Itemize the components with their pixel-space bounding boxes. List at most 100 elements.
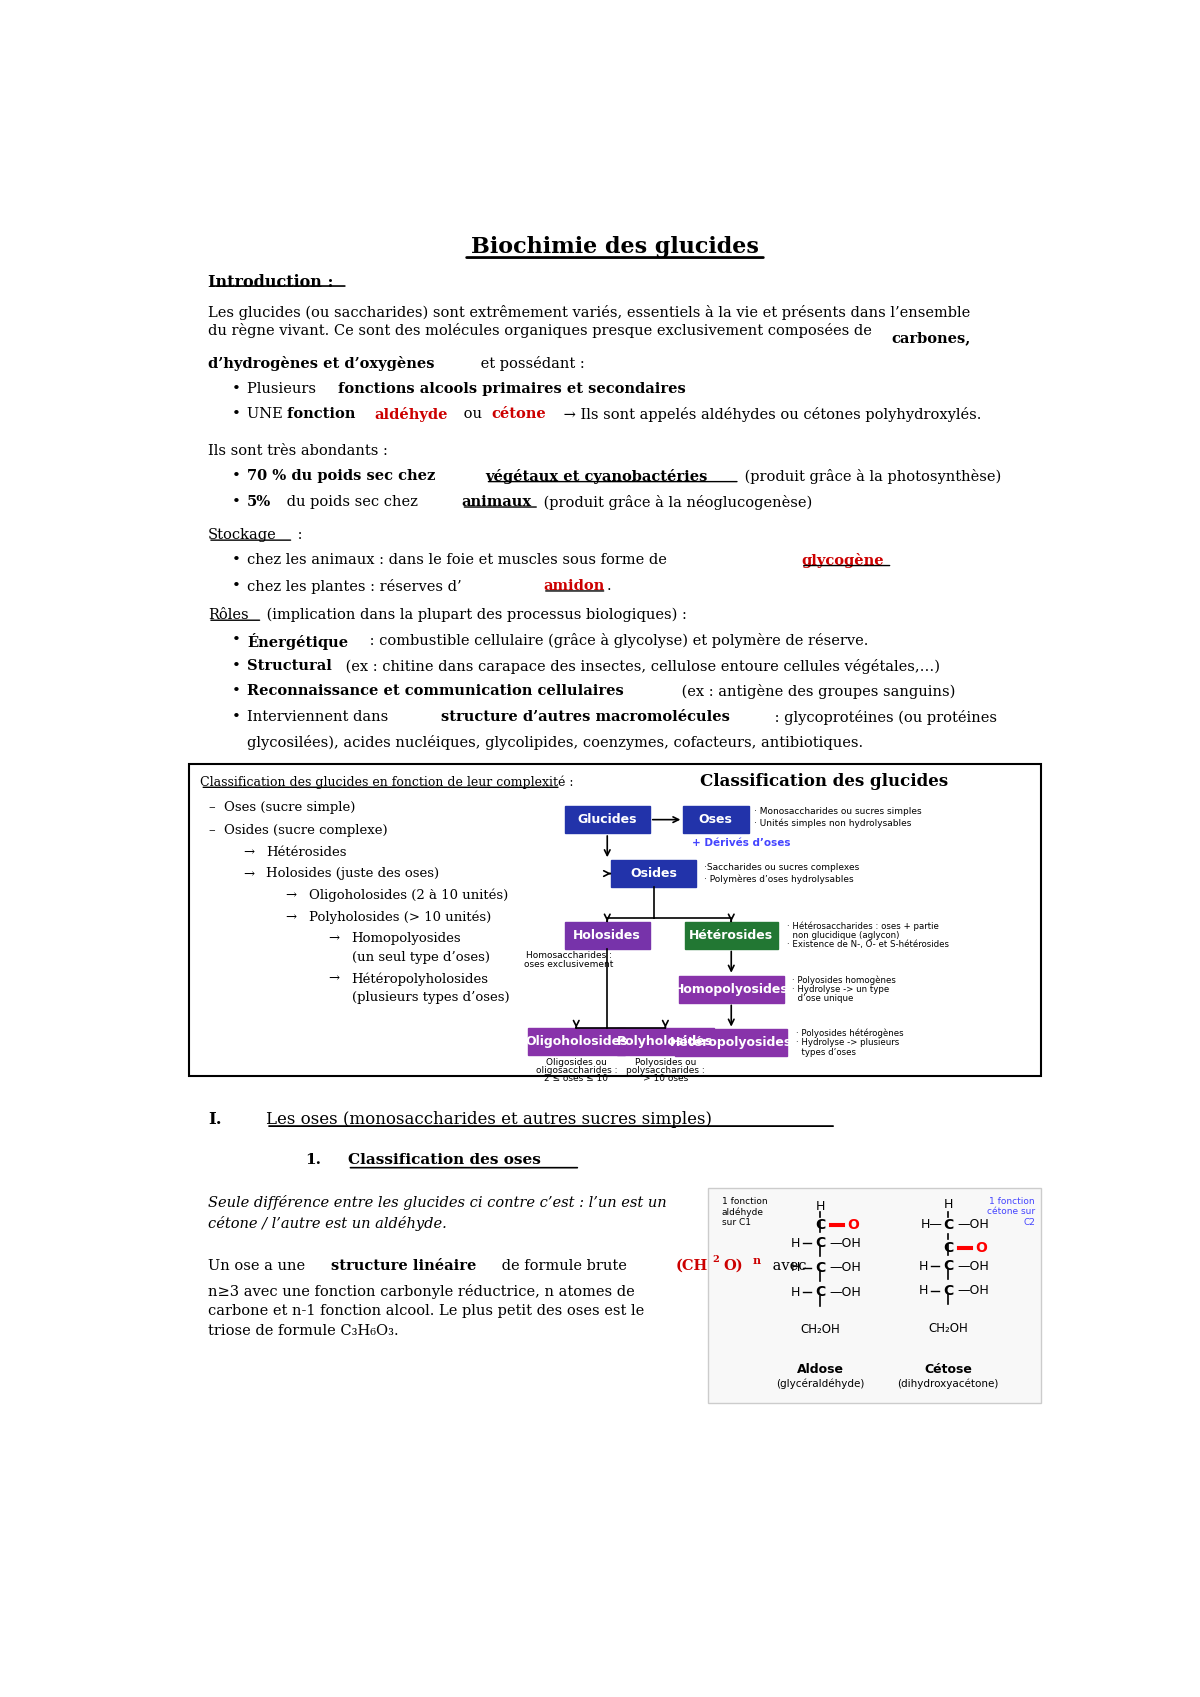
Text: H: H	[919, 1285, 928, 1298]
Text: Stockage: Stockage	[208, 528, 277, 541]
Text: (dihydroxyacétone): (dihydroxyacétone)	[898, 1380, 998, 1390]
Text: structure d’autres macromolécules: structure d’autres macromolécules	[440, 709, 730, 723]
Text: 2: 2	[713, 1256, 720, 1264]
Text: (ex : chitine dans carapace des insectes, cellulose entoure cellules végétales,…: (ex : chitine dans carapace des insectes…	[342, 658, 941, 674]
Text: Homopolyosides: Homopolyosides	[674, 983, 788, 996]
Text: —OH: —OH	[829, 1261, 862, 1274]
Text: •: •	[232, 496, 240, 509]
Bar	[708, 1188, 1042, 1403]
Text: chez les plantes : réserves d’: chez les plantes : réserves d’	[247, 579, 462, 594]
Text: Rôles: Rôles	[208, 608, 248, 621]
Text: (CH: (CH	[676, 1259, 708, 1273]
Text: · Polyosides hétérogènes: · Polyosides hétérogènes	[796, 1028, 904, 1039]
Text: Interviennent dans: Interviennent dans	[247, 709, 392, 723]
Text: (plusieurs types d’oses): (plusieurs types d’oses)	[352, 991, 509, 1003]
Bar	[611, 860, 696, 888]
Text: Hétéropolyholosides: Hétéropolyholosides	[352, 972, 488, 986]
Text: Seule différence entre les glucides ci contre c’est : l’un est un
cétone / l’aut: Seule différence entre les glucides ci c…	[208, 1195, 667, 1232]
Text: –: –	[208, 825, 215, 837]
Bar	[188, 764, 1042, 1076]
Text: (ex : antigène des groupes sanguins): (ex : antigène des groupes sanguins)	[677, 684, 955, 699]
Text: H: H	[791, 1261, 800, 1274]
Text: amidon: amidon	[542, 579, 604, 592]
Text: CH₂OH: CH₂OH	[800, 1324, 840, 1336]
Text: •: •	[232, 553, 240, 567]
Text: · Polyosides homogènes: · Polyosides homogènes	[792, 976, 895, 984]
Text: —OH: —OH	[958, 1259, 989, 1273]
Text: Polyholosides: Polyholosides	[617, 1035, 714, 1049]
Text: O: O	[847, 1218, 859, 1232]
Text: fonction: fonction	[287, 407, 361, 421]
Text: •: •	[232, 470, 240, 484]
Text: + Dérivés d’oses: + Dérivés d’oses	[692, 838, 791, 848]
Text: C: C	[943, 1259, 953, 1273]
Text: chez les animaux : dans le foie et muscles sous forme de: chez les animaux : dans le foie et muscl…	[247, 553, 671, 567]
Text: C: C	[943, 1285, 953, 1298]
Text: Classification des oses: Classification des oses	[348, 1152, 540, 1168]
Text: · Polymères d’oses hydrolysables: · Polymères d’oses hydrolysables	[704, 876, 853, 884]
Text: •: •	[232, 709, 240, 723]
Text: n≥3 avec une fonction carbonyle réductrice, n atomes de
carbone et n-1 fonction : n≥3 avec une fonction carbonyle réductri…	[208, 1285, 644, 1337]
Text: —OH: —OH	[958, 1285, 989, 1298]
Text: Glucides: Glucides	[577, 813, 637, 826]
Text: C: C	[943, 1218, 953, 1232]
Text: Aldose: Aldose	[797, 1363, 844, 1376]
Text: > 10 oses: > 10 oses	[643, 1074, 688, 1083]
Text: Homopolyosides: Homopolyosides	[352, 932, 461, 945]
Text: →: →	[329, 972, 340, 984]
Text: Holosides (juste des oses): Holosides (juste des oses)	[266, 867, 439, 881]
Text: →: →	[242, 845, 254, 859]
Text: H—: H—	[922, 1218, 943, 1230]
Bar	[685, 921, 778, 949]
Text: oligosaccharides :: oligosaccharides :	[535, 1066, 617, 1074]
Text: et possédant :: et possédant :	[475, 356, 584, 372]
Text: —OH: —OH	[829, 1237, 862, 1249]
Text: Oses (sucre simple): Oses (sucre simple)	[223, 801, 355, 815]
Text: Les glucides (ou saccharides) sont extrêmement variés, essentiels à la vie et pr: Les glucides (ou saccharides) sont extrê…	[208, 305, 971, 338]
Text: glycosilées), acides nucléiques, glycolipides, coenzymes, cofacteurs, antibiotiq: glycosilées), acides nucléiques, glycoli…	[247, 735, 863, 750]
Text: 5%: 5%	[247, 496, 271, 509]
Text: :: :	[293, 528, 302, 541]
Text: d’hydrogènes et d’oxygènes: d’hydrogènes et d’oxygènes	[208, 356, 434, 372]
Text: •: •	[232, 407, 240, 421]
Text: –: –	[208, 801, 215, 815]
Text: Classification des glucides: Classification des glucides	[700, 774, 948, 791]
Text: n: n	[752, 1256, 761, 1266]
Text: Hétérosides: Hétérosides	[266, 845, 347, 859]
Text: Les oses (monosaccharides et autres sucres simples): Les oses (monosaccharides et autres sucr…	[266, 1112, 713, 1129]
Text: CH₂OH: CH₂OH	[929, 1322, 968, 1334]
Text: Reconnaissance et communication cellulaires: Reconnaissance et communication cellulai…	[247, 684, 624, 697]
Text: Un ose a une: Un ose a une	[208, 1259, 310, 1273]
Text: Osides: Osides	[630, 867, 677, 881]
Text: C: C	[815, 1218, 826, 1232]
Text: (glycéraldéhyde): (glycéraldéhyde)	[776, 1380, 864, 1390]
Text: Biochimie des glucides: Biochimie des glucides	[472, 236, 758, 258]
Text: du poids sec chez: du poids sec chez	[282, 496, 422, 509]
Text: non glucidique (aglycon): non glucidique (aglycon)	[787, 930, 900, 940]
Text: •: •	[232, 382, 240, 395]
Text: 1.: 1.	[305, 1152, 322, 1168]
Text: Hétéropolyosides: Hétéropolyosides	[670, 1037, 792, 1049]
Text: types d’oses: types d’oses	[796, 1047, 856, 1057]
Text: de formule brute: de formule brute	[497, 1259, 631, 1273]
Text: 70 % du poids sec chez: 70 % du poids sec chez	[247, 470, 440, 484]
Text: C: C	[815, 1235, 826, 1251]
Text: d’ose unique: d’ose unique	[792, 994, 853, 1003]
Text: cétone: cétone	[492, 407, 546, 421]
Text: (produit grâce à la néoglucogenèse): (produit grâce à la néoglucogenèse)	[539, 496, 812, 509]
Text: H: H	[919, 1259, 928, 1273]
Text: H: H	[791, 1286, 800, 1298]
Text: Structural: Structural	[247, 658, 331, 672]
Text: •: •	[232, 658, 240, 672]
Bar	[683, 806, 749, 833]
Text: végétaux et cyanobactéries: végétaux et cyanobactéries	[486, 470, 708, 484]
Text: •: •	[232, 684, 240, 697]
Text: —OH: —OH	[829, 1286, 862, 1298]
Text: Énergétique: Énergétique	[247, 633, 348, 650]
Text: : glycoprotéines (ou protéines: : glycoprotéines (ou protéines	[770, 709, 997, 725]
Text: →: →	[286, 889, 296, 901]
Text: O): O)	[724, 1259, 743, 1273]
Text: Hétérosides: Hétérosides	[689, 928, 773, 942]
Text: (produit grâce à la photosynthèse): (produit grâce à la photosynthèse)	[739, 470, 1001, 484]
Text: Plusieurs: Plusieurs	[247, 382, 320, 395]
